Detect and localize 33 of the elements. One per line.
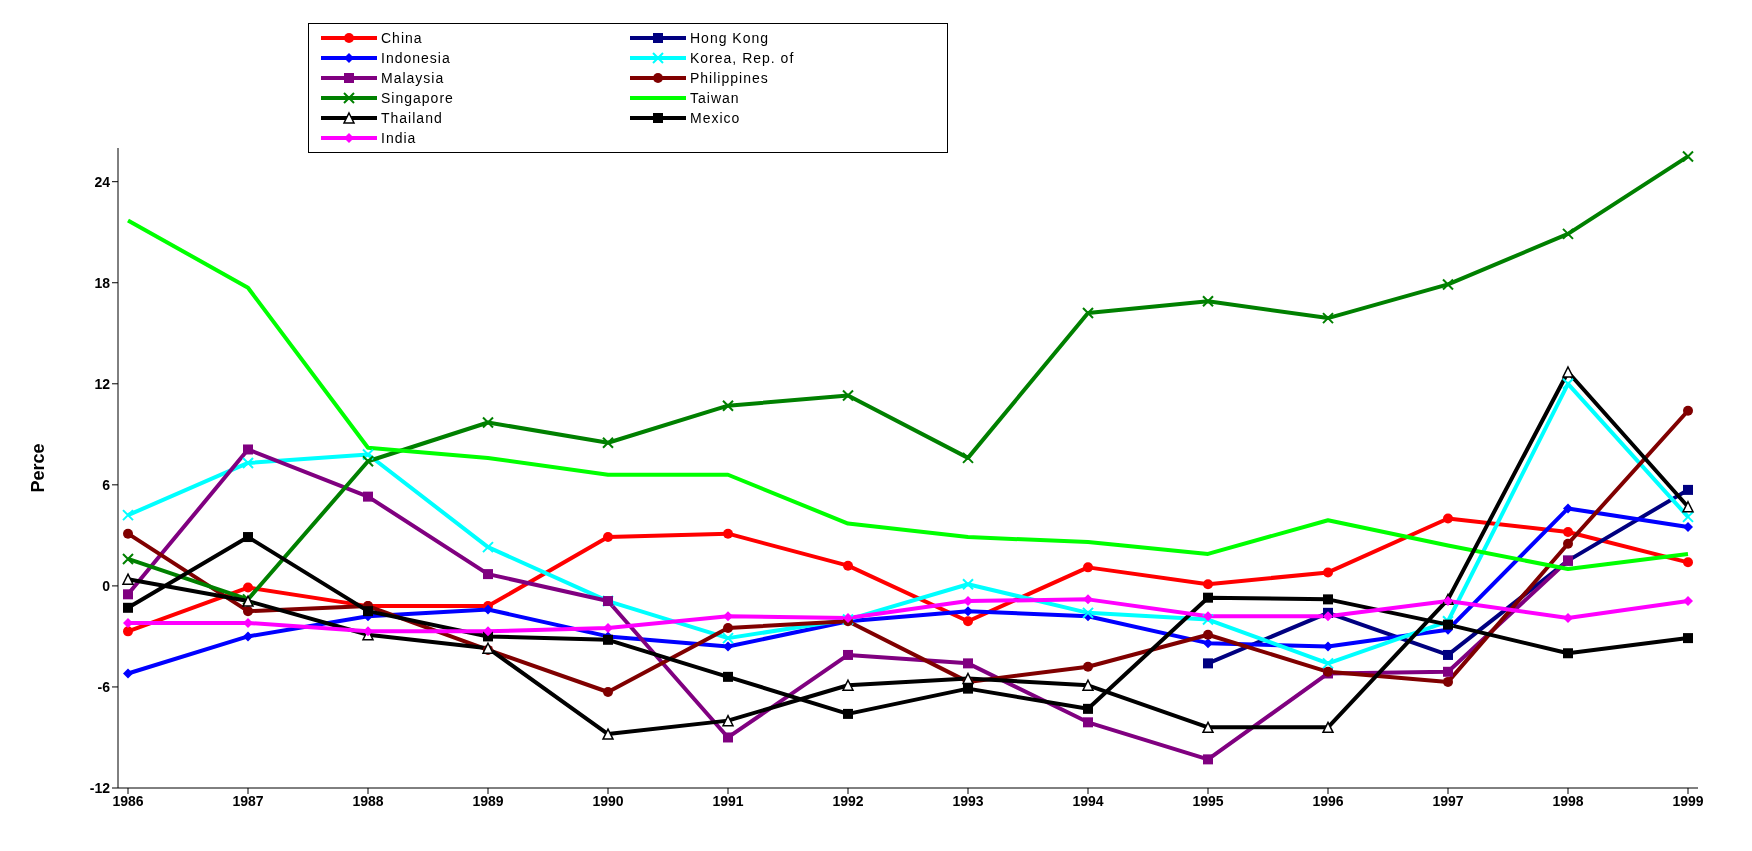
legend-label: Taiwan xyxy=(690,90,740,106)
x-tick-label: 1986 xyxy=(112,792,144,809)
legend-label: Indonesia xyxy=(381,50,451,66)
x-tick-label: 1994 xyxy=(1072,792,1104,809)
x-tick-label: 1987 xyxy=(232,792,264,809)
legend-label: Singapore xyxy=(381,90,454,106)
y-tick-label: 24 xyxy=(94,173,111,190)
x-tick-label: 1989 xyxy=(472,792,504,809)
legend-label: Malaysia xyxy=(381,70,445,86)
y-axis-title: Perce xyxy=(28,443,49,493)
y-tick-label: -6 xyxy=(97,678,111,695)
x-tick-label: 1996 xyxy=(1312,792,1344,809)
legend-label: Mexico xyxy=(690,110,741,126)
y-tick-label: -12 xyxy=(89,779,111,796)
x-tick-label: 1998 xyxy=(1552,792,1584,809)
legend-label: India xyxy=(381,130,417,146)
x-tick-label: 1993 xyxy=(952,792,984,809)
x-tick-label: 1999 xyxy=(1672,792,1704,809)
y-tick-label: 0 xyxy=(102,577,111,594)
x-tick-label: 1995 xyxy=(1192,792,1224,809)
x-tick-label: 1990 xyxy=(592,792,624,809)
y-tick-label: 6 xyxy=(102,476,111,493)
legend-label: Philippines xyxy=(690,70,769,86)
legend-label: Thailand xyxy=(381,110,443,126)
y-tick-label: 12 xyxy=(94,375,111,392)
legend-label: China xyxy=(381,30,423,46)
legend-label: Korea, Rep. of xyxy=(690,50,795,66)
x-tick-label: 1988 xyxy=(352,792,384,809)
x-tick-label: 1997 xyxy=(1432,792,1464,809)
y-tick-label: 18 xyxy=(94,274,111,291)
legend-label: Hong Kong xyxy=(690,30,770,46)
x-tick-label: 1991 xyxy=(712,792,744,809)
x-tick-label: 1992 xyxy=(832,792,864,809)
